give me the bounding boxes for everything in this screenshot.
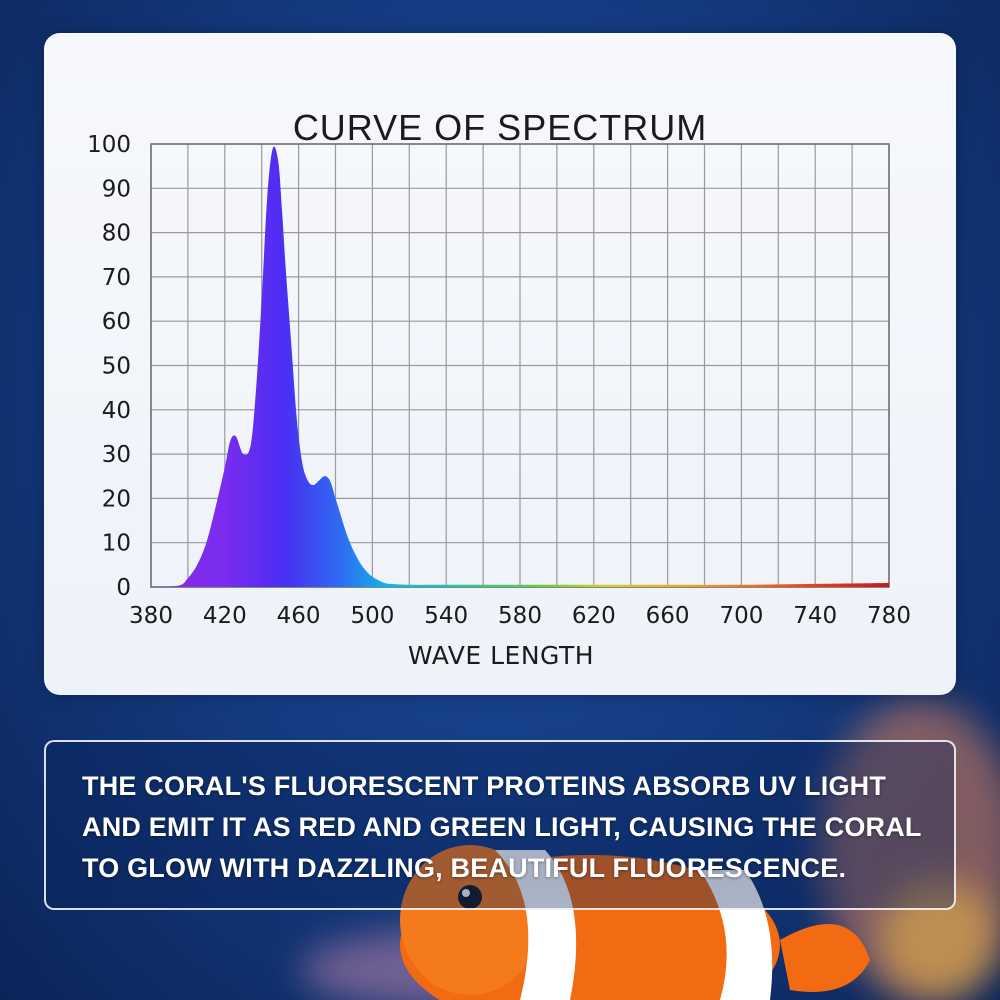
x-tick-label: 580 [498, 603, 542, 629]
y-tick-label: 70 [102, 265, 131, 291]
y-axis-ticks: 0 10 20 30 40 50 60 70 80 90 100 [87, 132, 131, 601]
y-tick-label: 50 [102, 354, 131, 380]
info-box: THE CORAL'S FLUORESCENT PROTEINS ABSORB … [44, 740, 956, 910]
x-tick-label: 620 [572, 603, 616, 629]
y-tick-label: 90 [102, 176, 131, 202]
y-tick-label: 30 [102, 442, 131, 468]
x-tick-label: 660 [646, 603, 690, 629]
x-tick-label: 540 [424, 603, 468, 629]
y-tick-label: 40 [102, 398, 131, 424]
clownfish [400, 845, 870, 1000]
x-tick-label: 740 [793, 603, 837, 629]
spectrum-card: CURVE OF SPECTRUM 0 10 20 30 40 50 60 70 80 90 100… [44, 33, 956, 695]
spectrum-area [151, 146, 889, 587]
spectrum-chart: 0 10 20 30 40 50 60 70 80 90 100 380 420 460 500 540 58… [87, 132, 911, 670]
x-tick-label: 780 [867, 603, 911, 629]
info-text: THE CORAL'S FLUORESCENT PROTEINS ABSORB … [82, 771, 922, 883]
x-tick-label: 380 [129, 603, 173, 629]
y-tick-label: 20 [102, 486, 131, 512]
x-tick-label: 700 [719, 603, 763, 629]
y-tick-label: 100 [87, 132, 131, 158]
y-tick-label: 80 [102, 221, 131, 247]
spectrum-series-area [151, 146, 889, 587]
y-tick-label: 0 [116, 575, 131, 601]
x-axis-ticks: 380 420 460 500 540 580 620 660 700 740 780 [129, 603, 911, 629]
y-tick-label: 10 [102, 531, 131, 557]
x-tick-label: 460 [277, 603, 321, 629]
x-tick-label: 500 [350, 603, 394, 629]
y-tick-label: 60 [102, 309, 131, 335]
chart-title: CURVE OF SPECTRUM [292, 107, 708, 148]
x-axis-label: WAVE LENGTH [408, 641, 594, 670]
coral-decoration [880, 880, 1000, 1000]
x-tick-label: 420 [203, 603, 247, 629]
